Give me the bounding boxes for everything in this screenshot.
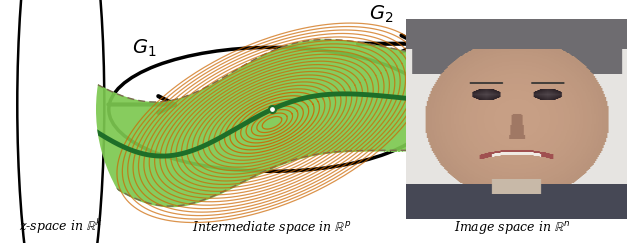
Text: Intermediate space in $\mathbb{R}^p$: Intermediate space in $\mathbb{R}^p$: [192, 219, 352, 236]
Text: z-space in $\mathbb{R}^k$: z-space in $\mathbb{R}^k$: [19, 217, 103, 236]
Text: Image space in $\mathbb{R}^n$: Image space in $\mathbb{R}^n$: [454, 219, 570, 236]
Text: $G_2$: $G_2$: [369, 4, 393, 25]
Text: $G_1$: $G_1$: [132, 38, 156, 59]
